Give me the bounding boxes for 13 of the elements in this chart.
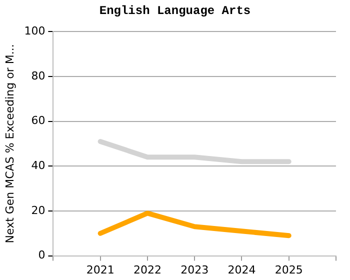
y-tick-label: 60 xyxy=(31,114,46,128)
y-tick-label: 40 xyxy=(31,158,46,172)
y-axis-title: Next Gen MCAS % Exceeding or M... xyxy=(3,44,16,244)
x-tick-label: 2023 xyxy=(180,263,209,276)
y-tick-label: 80 xyxy=(31,69,46,82)
x-tick-label: 2025 xyxy=(274,263,303,276)
x-tick-label: 2021 xyxy=(86,263,114,276)
y-tick-label: 0 xyxy=(38,248,46,262)
y-tick-label: 100 xyxy=(24,24,46,38)
x-tick-label: 2024 xyxy=(228,263,256,276)
chart-title: English Language Arts xyxy=(98,4,252,18)
y-tick-label: 20 xyxy=(31,204,46,217)
x-tick-label: 2022 xyxy=(133,263,162,276)
